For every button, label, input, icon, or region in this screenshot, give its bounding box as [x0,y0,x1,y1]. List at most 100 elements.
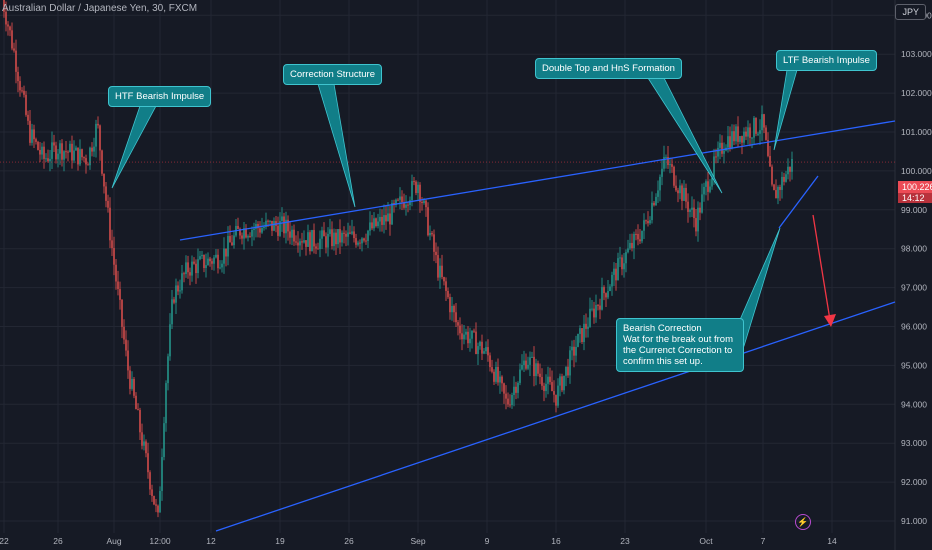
x-tick-label: 14 [827,536,837,546]
candle-series [3,0,793,518]
candle-body [537,363,539,374]
candle-body [591,308,593,310]
candle-body [559,376,561,386]
candle-body [567,366,569,376]
candle-body [349,232,351,234]
note-ltf-bearish-impulse[interactable]: LTF Bearish Impulse [776,50,877,71]
candle-body [727,136,729,148]
candle-body [199,256,201,260]
candle-body [583,323,585,343]
candle-body [627,248,629,253]
candle-body [383,215,385,225]
candle-body [51,142,53,159]
candle-body [407,204,409,206]
candle-body [179,290,181,292]
candle-body [201,254,203,257]
candle-body [359,242,361,244]
candle-body [177,285,179,292]
candle-body [659,176,661,191]
candle-body [231,242,233,246]
candle-body [321,230,323,239]
candle-body [81,149,83,158]
candle-body [273,221,275,231]
candle-body [773,184,775,191]
candle-body [543,385,545,392]
candle-body [143,441,145,446]
lightning-icon[interactable]: ⚡ [795,514,811,530]
candle-body [617,258,619,281]
candle-body [601,287,603,310]
candle-body [237,225,239,229]
note-bearish-correction[interactable]: Bearish Correction Wat for the break out… [616,318,744,372]
candle-body [467,331,469,344]
candle-body [233,235,235,246]
candle-body [153,495,155,505]
candle-body [157,505,159,513]
candle-body [587,326,589,329]
candle-body [123,326,125,340]
candle-body [43,146,45,159]
candle-body [657,190,659,197]
candle-body [167,356,169,384]
candle-body [391,203,393,225]
candle-body [635,233,637,235]
candle-body [41,146,43,155]
candle-body [387,213,389,222]
candle-body [159,490,161,513]
candle-body [189,272,191,276]
candle-body [261,227,263,233]
candle-body [77,147,79,165]
candle-body [57,153,59,160]
candle-body [73,150,75,161]
y-tick-label: 93.000 [901,438,927,448]
candle-body [327,233,329,248]
candle-body [147,453,149,473]
candle-body [129,370,131,389]
x-tick-label: 26 [53,536,63,546]
candle-body [589,308,591,327]
candle-body [245,228,247,238]
candle-body [103,173,105,187]
note-htf-bearish-impulse[interactable]: HTF Bearish Impulse [108,86,212,107]
candle-body [743,131,745,143]
x-tick-label: 12 [206,536,216,546]
candle-body [517,382,519,393]
y-tick-label: 101.000 [901,127,932,137]
y-tick-label: 96.000 [901,322,927,332]
candle-body [367,230,369,242]
candle-body [569,350,571,376]
candle-body [669,164,671,166]
candle-body [767,139,769,156]
candle-body [497,366,499,383]
candle-body [597,305,599,307]
candle-body [207,258,209,266]
y-tick-label: 99.000 [901,205,927,215]
currency-badge[interactable]: JPY [895,4,926,20]
candle-body [385,215,387,222]
candle-body [789,166,791,172]
candle-body [213,257,215,264]
candle-body [353,231,355,239]
candle-body [107,200,109,208]
candle-body [363,238,365,241]
candle-body [397,199,399,201]
candle-body [527,364,529,369]
candle-body [455,312,457,323]
candle-body [63,151,65,160]
candle-body [137,409,139,411]
candle-body [165,383,167,424]
candle-body [611,274,613,287]
candle-body [513,386,515,395]
candle-body [753,117,755,138]
note-double-top[interactable]: Double Top and HnS Formation [535,58,682,79]
candle-body [595,305,597,318]
candle-body [271,220,273,231]
candle-body [5,11,7,25]
candle-body [419,184,421,202]
candle-body [633,233,635,249]
note-correction-structure[interactable]: Correction Structure [283,64,383,85]
candle-body [305,240,307,247]
candle-body [295,241,297,243]
candle-body [751,137,753,139]
